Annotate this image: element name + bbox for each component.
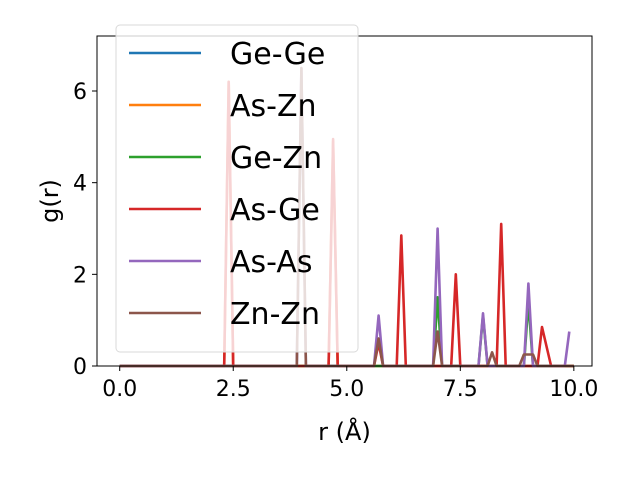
legend-label-4: As-As bbox=[230, 245, 312, 280]
y-tick-label: 0 bbox=[73, 355, 87, 380]
legend-label-5: Zn-Zn bbox=[230, 297, 320, 332]
x-tick-label: 10.0 bbox=[549, 377, 598, 402]
legend-label-0: Ge-Ge bbox=[230, 37, 325, 72]
y-tick-label: 4 bbox=[73, 172, 87, 197]
x-tick-label: 5.0 bbox=[329, 377, 364, 402]
x-tick-label: 7.5 bbox=[443, 377, 478, 402]
legend-label-3: As-Ge bbox=[230, 193, 320, 228]
legend-box bbox=[115, 24, 359, 353]
legend-label-2: Ge-Zn bbox=[230, 141, 322, 176]
y-axis-ticks: 0 2 4 6 bbox=[73, 80, 97, 380]
x-tick-label: 2.5 bbox=[216, 377, 251, 402]
legend: Ge-Ge As-Zn Ge-Zn As-Ge As-As Zn-Zn bbox=[115, 24, 359, 353]
y-tick-label: 2 bbox=[73, 263, 87, 288]
y-axis-title: g(r) bbox=[36, 179, 64, 223]
x-axis-ticks: 0.0 2.5 5.0 7.5 10.0 bbox=[102, 366, 598, 402]
x-axis-title: r (Å) bbox=[318, 417, 371, 446]
y-tick-label: 6 bbox=[73, 80, 87, 105]
legend-label-1: As-Zn bbox=[230, 89, 317, 124]
x-tick-label: 0.0 bbox=[102, 377, 137, 402]
